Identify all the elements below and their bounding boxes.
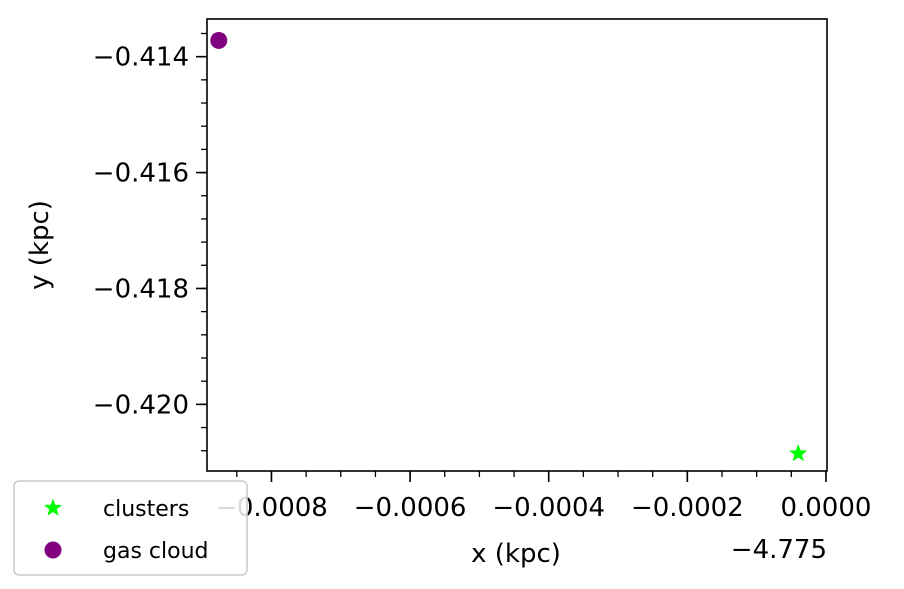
y-tick-label: −0.414	[93, 43, 189, 73]
y-tick-label: −0.418	[93, 274, 189, 304]
clusters-point	[789, 444, 808, 462]
legend: clusters gas cloud	[13, 480, 248, 576]
legend-circle-icon	[44, 541, 62, 559]
y-axis-label: y (kpc)	[25, 200, 55, 290]
legend-label: clusters	[103, 497, 189, 522]
gas-cloud-point	[210, 31, 228, 49]
x-tick-label: −0.0004	[492, 493, 605, 523]
x-axis-label: x (kpc)	[471, 539, 561, 569]
x-axis-ticks: −0.0008 −0.0006 −0.0004 −0.0002 0.0000	[215, 471, 871, 523]
y-tick-label: −0.416	[93, 159, 189, 189]
y-axis-ticks: −0.414 −0.416 −0.418 −0.420	[93, 32, 207, 452]
plot-area	[206, 18, 828, 472]
legend-box	[13, 480, 248, 576]
legend-label: gas cloud	[103, 539, 208, 564]
x-tick-label: −0.0006	[354, 493, 467, 523]
y-tick-label: −0.420	[93, 390, 189, 420]
data-marks	[210, 31, 808, 462]
x-tick-label: 0.0000	[780, 493, 871, 523]
legend-star-icon	[43, 498, 63, 516]
x-tick-label: −0.0002	[631, 493, 744, 523]
x-offset-label: −4.775	[731, 535, 827, 565]
